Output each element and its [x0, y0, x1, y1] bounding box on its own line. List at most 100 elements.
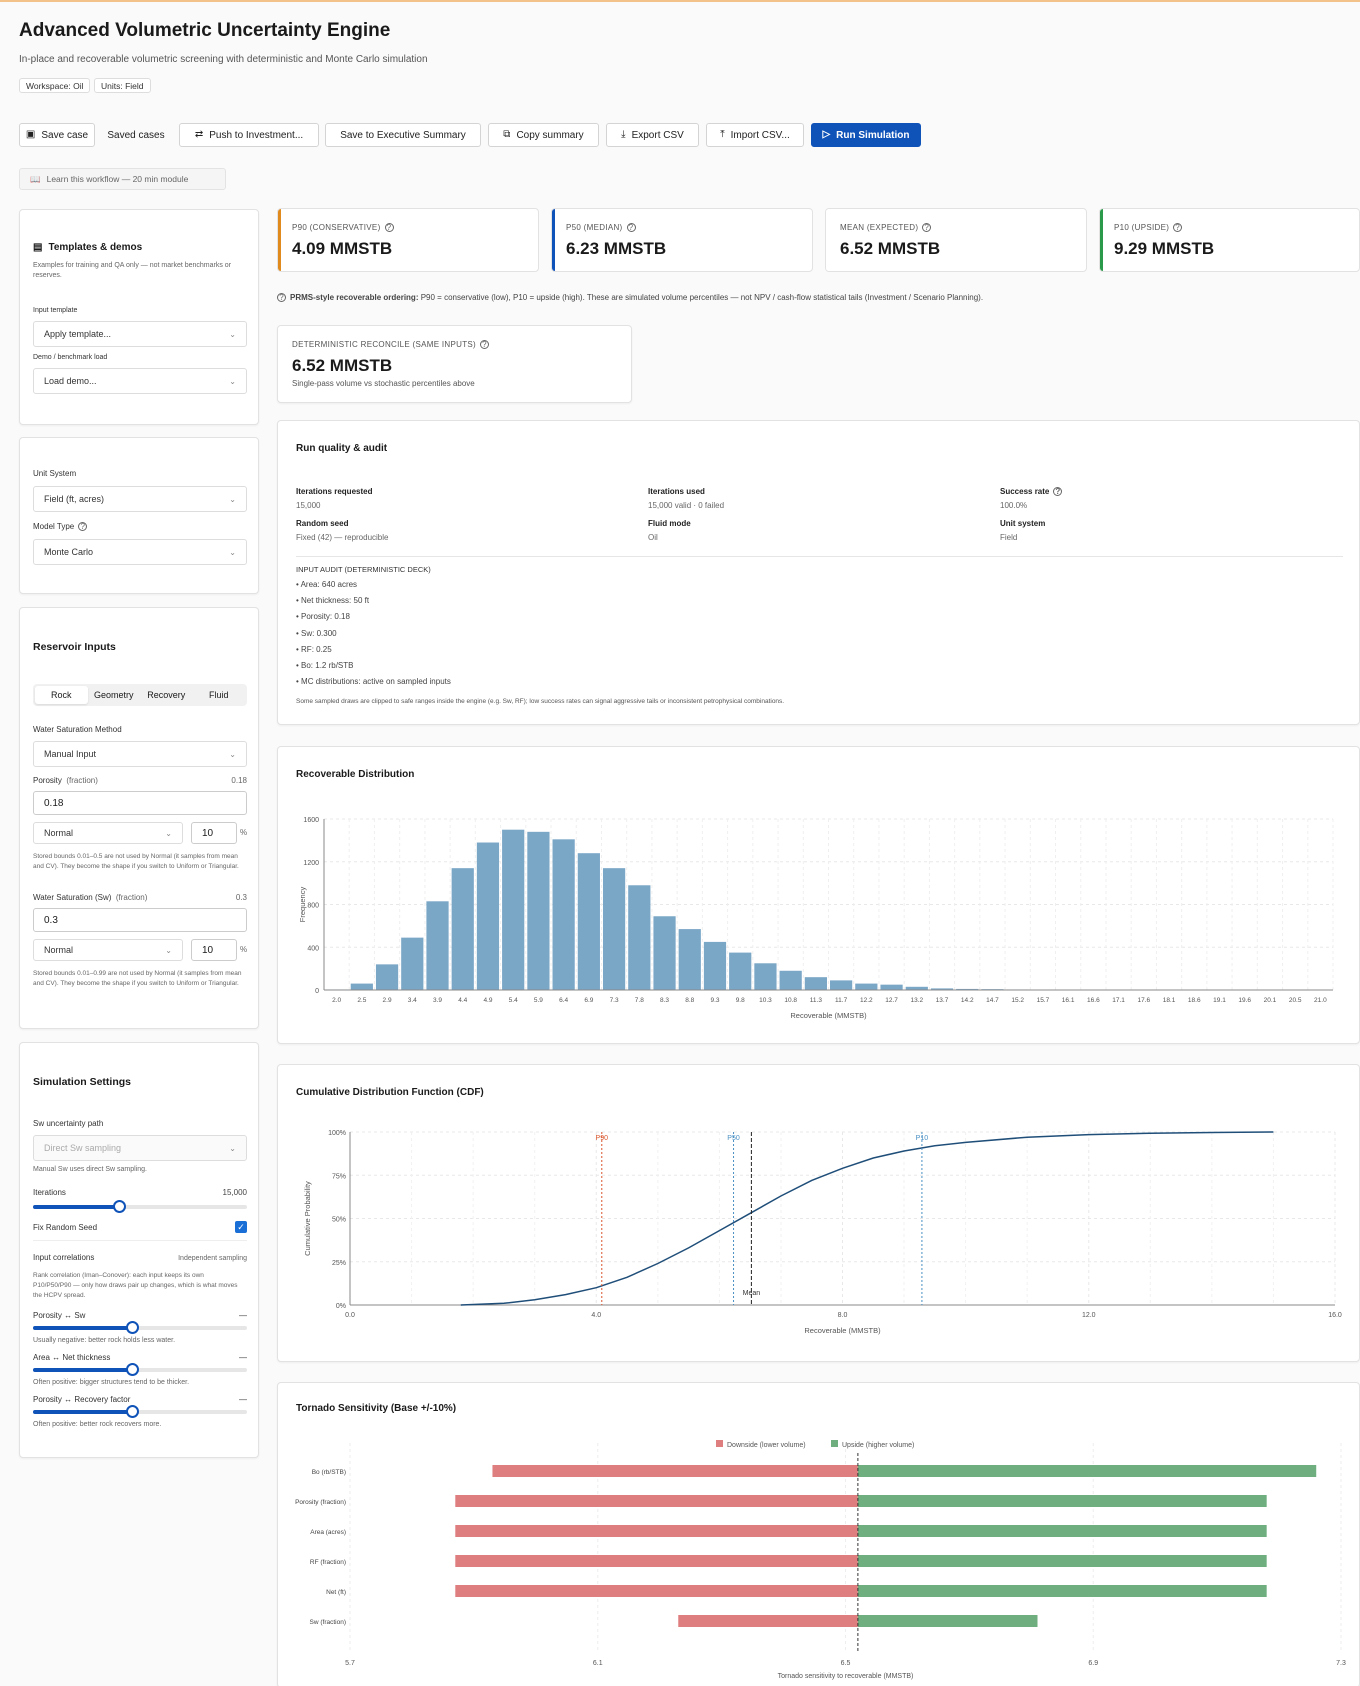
- tornado-bar-high: [857, 1615, 1038, 1627]
- x-tick-label: 15.2: [1011, 997, 1024, 1004]
- templates-description: Examples for training and QA only — not …: [33, 262, 232, 279]
- unit-system-select[interactable]: Field (ft, acres) ⌄: [33, 486, 247, 512]
- histogram-bar: [779, 970, 802, 990]
- kpi-accent: [552, 209, 555, 271]
- audit-key: Iterations requested: [296, 487, 373, 496]
- learn-workflow-link[interactable]: 📖 Learn this workflow — 20 min module: [19, 168, 226, 190]
- help-icon[interactable]: ?: [480, 340, 490, 349]
- iterations-slider[interactable]: [33, 1205, 247, 1209]
- audit-value: 15,000: [296, 501, 321, 510]
- audit-title: Run quality & audit: [296, 443, 388, 454]
- sw-input[interactable]: 0.3: [33, 908, 247, 932]
- chevron-down-icon: ⌄: [229, 494, 236, 504]
- x-tick-label: 14.7: [986, 997, 999, 1004]
- porosity-distribution-select[interactable]: Normal ⌄: [33, 822, 183, 844]
- legend-label: Downside (lower volume): [727, 1442, 806, 1449]
- corr-porosity-rf-slider[interactable]: [33, 1410, 247, 1414]
- y-tick-label: 50%: [332, 1217, 346, 1224]
- help-icon[interactable]: ?: [626, 223, 636, 232]
- export-csv-button[interactable]: ⤓ Export CSV: [606, 123, 699, 147]
- porosity-percent-unit: %: [240, 828, 248, 837]
- histogram-bar: [754, 963, 777, 990]
- push-investment-button[interactable]: ⇄ Push to Investment...: [179, 123, 319, 147]
- sw-method-label: Water Saturation Method: [33, 725, 122, 734]
- import-csv-button[interactable]: ⤒ Import CSV...: [706, 123, 804, 147]
- kpi-p10: P10 (UPSIDE)? 9.29 MMSTB: [1099, 208, 1360, 272]
- audit-value: 15,000 valid · 0 failed: [648, 501, 725, 510]
- x-tick-label: 6.9: [584, 997, 593, 1004]
- tab-geometry[interactable]: Geometry: [93, 690, 134, 700]
- porosity-cv-input[interactable]: 10: [191, 822, 237, 844]
- y-tick-label: 400: [307, 945, 319, 952]
- tornado-label: Area (acres): [310, 1529, 346, 1536]
- help-icon[interactable]: ?: [1053, 487, 1063, 496]
- kpi-mean: MEAN (EXPECTED)? 6.52 MMSTB: [825, 208, 1087, 272]
- help-icon[interactable]: ?: [1173, 223, 1183, 232]
- input-template-select[interactable]: Apply template... ⌄: [33, 321, 247, 347]
- tornado-title: Tornado Sensitivity (Base +/-10%): [296, 1403, 457, 1414]
- kpi-p90-value: 4.09 MMSTB: [292, 239, 393, 258]
- audit-key: Success rate?: [1000, 487, 1063, 496]
- x-tick-label: 4.0: [591, 1312, 601, 1319]
- save-case-button[interactable]: ▣ Save case: [19, 123, 95, 147]
- porosity-input[interactable]: 0.18: [33, 791, 247, 815]
- histogram-bar: [628, 885, 651, 990]
- cdf-title: Cumulative Distribution Function (CDF): [296, 1087, 484, 1098]
- help-icon[interactable]: ?: [384, 223, 394, 232]
- saved-cases-button[interactable]: Saved cases: [107, 129, 165, 141]
- tab-rock[interactable]: Rock: [35, 686, 88, 704]
- tornado-label: Sw (fraction): [310, 1619, 346, 1626]
- sw-path-label: Sw uncertainty path: [33, 1119, 104, 1128]
- clipboard-icon: ▤: [33, 242, 43, 253]
- audit-value: 100.0%: [1000, 501, 1028, 510]
- sw-distribution-select[interactable]: Normal ⌄: [33, 939, 183, 961]
- x-tick-label: 5.9: [534, 997, 543, 1004]
- save-executive-summary-button[interactable]: Save to Executive Summary: [325, 123, 481, 147]
- corr-porosity-sw-slider[interactable]: [33, 1326, 247, 1330]
- tornado-label: Porosity (fraction): [295, 1499, 346, 1506]
- help-icon[interactable]: ?: [78, 522, 88, 531]
- x-tick-label: 13.7: [936, 997, 949, 1004]
- marker-label: P50: [727, 1135, 740, 1142]
- sw-cv-input[interactable]: 10: [191, 939, 237, 961]
- correlations-note: Rank correlation (Iman–Conover): each in…: [33, 1272, 238, 1299]
- run-simulation-button[interactable]: ▷ Run Simulation: [811, 123, 921, 147]
- x-tick-label: 8.3: [660, 997, 669, 1004]
- iterations-slider-handle[interactable]: [112, 1200, 126, 1213]
- copy-summary-button[interactable]: ⧉ Copy summary: [488, 123, 599, 147]
- upload-icon: ⤒: [720, 129, 725, 140]
- corr-area-net-handle[interactable]: [126, 1363, 139, 1376]
- kpi-p90: P90 (CONSERVATIVE)? 4.09 MMSTB: [277, 208, 539, 272]
- marker-label: P10: [916, 1135, 929, 1142]
- x-tick-label: 16.1: [1062, 997, 1075, 1004]
- page-subtitle: In-place and recoverable volumetric scre…: [19, 54, 428, 65]
- model-type-select[interactable]: Monte Carlo ⌄: [33, 539, 247, 565]
- prms-note: ? PRMS-style recoverable ordering: P90 = …: [277, 293, 1357, 302]
- tab-recovery[interactable]: Recovery: [147, 690, 186, 700]
- corr-area-net-note: Often positive: bigger structures tend t…: [33, 1379, 190, 1386]
- audit-value: Field: [1000, 533, 1018, 542]
- corr-area-net-slider[interactable]: [33, 1368, 247, 1372]
- simulation-title: Simulation Settings: [33, 1076, 132, 1088]
- x-axis-label: Tornado sensitivity to recoverable (MMST…: [778, 1673, 914, 1680]
- histogram-bar: [602, 868, 626, 990]
- tornado-bar-low: [455, 1585, 858, 1597]
- corr-porosity-sw-handle[interactable]: [126, 1321, 139, 1334]
- fix-seed-label: Fix Random Seed: [33, 1223, 98, 1232]
- sw-path-select[interactable]: Direct Sw sampling ⌄: [33, 1135, 247, 1161]
- histogram-bar: [502, 829, 525, 990]
- copy-icon: ⧉: [503, 129, 511, 140]
- x-tick-label: 7.3: [610, 997, 619, 1004]
- help-icon[interactable]: ?: [922, 223, 932, 232]
- marker-label: P90: [596, 1135, 609, 1142]
- sw-readout: 0.3: [235, 893, 247, 902]
- sw-method-select[interactable]: Manual Input ⌄: [33, 741, 247, 767]
- demo-select[interactable]: Load demo... ⌄: [33, 368, 247, 394]
- histogram-bar: [880, 984, 903, 990]
- y-axis-label: Cumulative Probability: [303, 1181, 312, 1256]
- fix-seed-checkbox[interactable]: ✓: [235, 1221, 247, 1233]
- corr-porosity-rf-handle[interactable]: [126, 1405, 139, 1418]
- tab-fluid[interactable]: Fluid: [208, 690, 229, 700]
- x-tick-label: 17.1: [1112, 997, 1125, 1004]
- audit-key: Unit system: [1000, 519, 1046, 528]
